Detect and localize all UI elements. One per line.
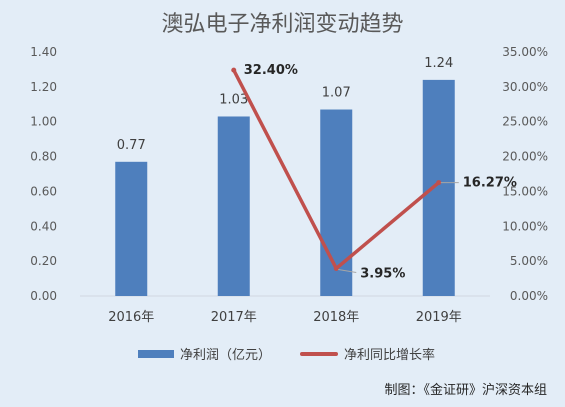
y-right-tick-label: 30.00% xyxy=(502,80,548,94)
bar-data-label: 1.07 xyxy=(322,86,351,101)
line-data-label: 16.27% xyxy=(463,176,517,191)
legend-label-growth-rate: 净利同比增长率 xyxy=(344,348,436,363)
y-right-tick-label: 35.00% xyxy=(502,45,548,59)
chart-plot: 0.00 0.20 0.40 0.60 0.80 1.00 1.20 1.40 0.00% 5.0… xyxy=(30,45,548,325)
y-left-tick-label: 1.00 xyxy=(30,115,57,129)
y-left-tick-label: 0.00 xyxy=(30,289,57,303)
y-right-tick-label: 5.00% xyxy=(510,254,548,268)
chart-credit: 制图：《金证研》沪深资本组 xyxy=(384,383,547,398)
y-right-tick-label: 0.00% xyxy=(510,289,548,303)
legend-item-growth-rate: 净利同比增长率 xyxy=(300,344,435,363)
x-tick-label: 2019年 xyxy=(416,310,462,325)
bar-data-label: 1.03 xyxy=(219,92,248,107)
legend-label-net-profit: 净利润（亿元） xyxy=(180,348,272,363)
bar-data-label: 0.77 xyxy=(117,138,146,153)
label-leader-line xyxy=(338,268,357,273)
bar-net-profit xyxy=(422,79,455,296)
y-left-tick-label: 1.20 xyxy=(30,80,57,94)
y-right-tick-label: 20.00% xyxy=(502,150,548,164)
legend-item-net-profit: 净利润（亿元） xyxy=(138,344,271,363)
x-tick-label: 2016年 xyxy=(108,310,154,325)
y-left-tick-label: 0.80 xyxy=(30,150,57,164)
x-tick-label: 2017年 xyxy=(211,310,257,325)
y-left-tick-label: 1.40 xyxy=(30,45,57,59)
line-point-growth-rate xyxy=(436,180,442,186)
bar-net-profit xyxy=(115,161,148,296)
bar-net-profit xyxy=(217,116,250,296)
y-left-tick-label: 0.40 xyxy=(30,219,57,233)
bar-data-label: 1.24 xyxy=(424,56,453,71)
x-tick-label: 2018年 xyxy=(313,310,359,325)
chart-legend: 净利润（亿元） 净利同比增长率 xyxy=(0,344,565,363)
y-right-tick-label: 25.00% xyxy=(502,115,548,129)
line-data-label: 32.40% xyxy=(244,63,298,78)
y-right-tick-label: 10.00% xyxy=(502,219,548,233)
y-left-tick-label: 0.60 xyxy=(30,184,57,198)
line-point-growth-rate xyxy=(333,265,339,271)
legend-swatch-bar xyxy=(138,349,174,358)
line-data-label: 3.95% xyxy=(360,266,405,281)
y-left-tick-label: 0.20 xyxy=(30,254,57,268)
legend-swatch-line xyxy=(300,351,338,356)
y-right-tick-label: 15.00% xyxy=(502,184,548,198)
line-point-growth-rate xyxy=(231,67,237,73)
chart-title: 澳弘电子净利润变动趋势 xyxy=(161,12,404,37)
